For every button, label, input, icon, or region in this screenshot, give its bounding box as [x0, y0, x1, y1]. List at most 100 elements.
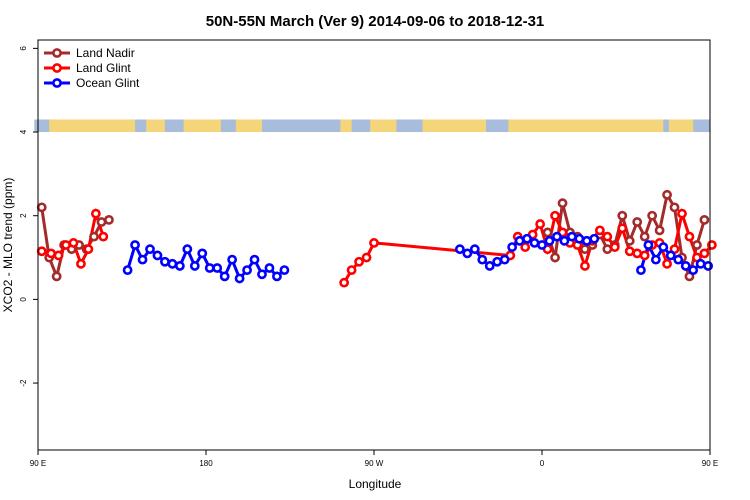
data-point	[688, 265, 699, 276]
data-point	[197, 248, 208, 259]
data-point	[647, 210, 658, 221]
data-point	[617, 223, 628, 234]
data-point	[529, 238, 540, 248]
data-point	[684, 231, 695, 242]
data-point	[624, 246, 635, 257]
x-axis-label: Longitude	[349, 477, 402, 491]
ocean-band-segment	[220, 119, 236, 133]
y-tick-label: 0	[19, 297, 28, 302]
data-point	[89, 231, 99, 242]
legend-swatch-marker	[52, 63, 62, 73]
data-point	[462, 248, 473, 259]
data-point	[152, 250, 163, 261]
ocean-band-segment	[164, 119, 184, 133]
data-point	[122, 265, 133, 276]
land-mask-band	[34, 119, 710, 133]
data-point	[680, 261, 691, 271]
data-point	[669, 202, 680, 213]
land-band-fill	[38, 119, 710, 133]
legend-swatch-marker	[52, 78, 62, 88]
data-point	[76, 258, 86, 269]
data-point	[167, 258, 178, 269]
data-point	[98, 231, 109, 242]
ocean-band-segment	[135, 119, 147, 133]
data-point	[53, 250, 64, 261]
ocean-band-segment	[486, 119, 509, 133]
data-point	[492, 256, 503, 267]
data-point	[537, 240, 547, 250]
data-point	[699, 214, 710, 225]
data-point	[624, 235, 635, 246]
legend-label: Land Nadir	[76, 46, 135, 60]
data-point	[557, 198, 568, 209]
data-point	[83, 244, 94, 255]
data-point	[484, 261, 495, 271]
data-point	[580, 244, 590, 255]
y-tick-label: 2	[19, 213, 28, 218]
data-point	[632, 248, 643, 259]
legend-label: Ocean Glint	[76, 76, 140, 90]
data-point	[279, 265, 290, 276]
ocean-band-segment	[34, 119, 50, 133]
data-point	[477, 254, 488, 265]
data-point	[662, 189, 672, 200]
x-axis: 90 E 180 90 W 0 90 E	[30, 450, 718, 468]
data-point	[361, 252, 372, 263]
data-point	[636, 265, 646, 276]
data-point	[699, 248, 710, 259]
data-point	[145, 244, 155, 255]
data-point	[602, 231, 613, 242]
data-point	[242, 265, 252, 276]
y-axis-label: XCO2 - MLO trend (ppm)	[1, 178, 15, 313]
data-point	[673, 254, 684, 265]
data-point	[658, 242, 669, 252]
data-point	[249, 254, 260, 265]
data-point	[677, 208, 687, 219]
x-tick-label: 0	[540, 459, 545, 468]
data-point	[522, 233, 532, 244]
data-point	[234, 273, 245, 284]
data-point	[589, 233, 600, 244]
data-point	[602, 244, 613, 255]
data-point	[574, 233, 585, 244]
data-point	[369, 238, 379, 248]
y-tick-label: 4	[19, 129, 28, 134]
data-point	[662, 258, 672, 269]
data-point	[272, 271, 282, 282]
data-point	[68, 238, 79, 248]
x-tick-label: 90 E	[702, 459, 718, 468]
data-point	[542, 227, 553, 238]
data-point	[90, 208, 101, 219]
x-tick-label: 90 E	[30, 459, 46, 468]
data-point	[469, 244, 480, 255]
ocean-band-segment	[396, 119, 423, 133]
data-point	[339, 277, 350, 288]
y-tick-label: 6	[19, 46, 28, 51]
y-axis: -2 0 2 4 6	[19, 46, 38, 387]
x-tick-label: 90 W	[365, 459, 384, 468]
ocean-band-segment	[262, 119, 341, 133]
data-point	[160, 256, 170, 267]
data-point	[566, 231, 577, 242]
data-point	[212, 263, 223, 273]
data-point	[104, 214, 114, 225]
data-point	[665, 250, 676, 261]
data-point	[639, 231, 650, 242]
data-point	[520, 242, 531, 252]
data-point	[36, 202, 47, 213]
data-point	[552, 231, 562, 242]
data-point	[227, 254, 238, 265]
ocean-band-segment	[351, 119, 371, 133]
data-point	[46, 248, 56, 259]
data-point	[174, 261, 185, 271]
data-point	[130, 240, 140, 250]
data-point	[51, 271, 62, 282]
x-tick-label: 180	[199, 459, 213, 468]
data-point	[632, 217, 643, 227]
data-point	[264, 263, 275, 273]
data-point	[219, 271, 230, 282]
data-point	[354, 256, 364, 267]
data-point	[499, 254, 510, 265]
